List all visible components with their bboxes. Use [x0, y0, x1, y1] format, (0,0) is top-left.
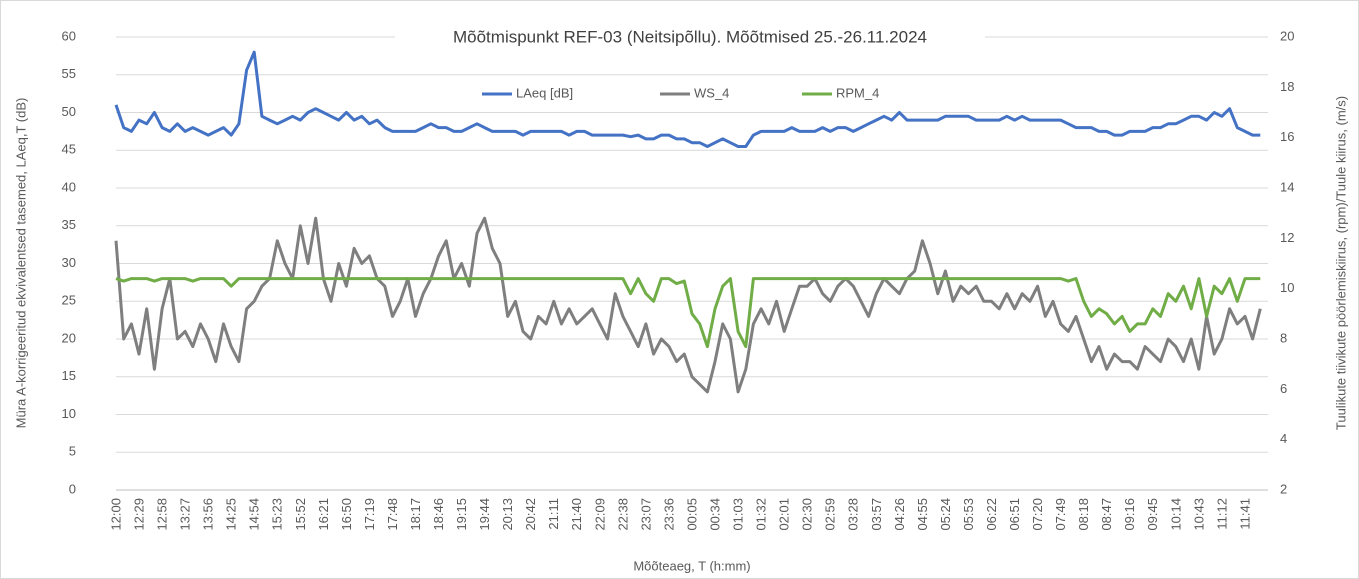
chart-title: Mõõtmispunkt REF-03 (Neitsipõllu). Mõõtm… — [453, 27, 927, 46]
y-tick-label: 5 — [69, 444, 76, 459]
x-tick-label: 17:48 — [385, 498, 400, 531]
y2-tick-label: 2 — [1280, 481, 1287, 496]
series-line — [115, 277, 1261, 349]
x-tick-label: 04:26 — [892, 498, 907, 531]
y2-tick-label: 4 — [1280, 431, 1287, 446]
y-tick-label: 0 — [69, 481, 76, 496]
y-tick-label: 35 — [62, 217, 76, 232]
x-tick-label: 10:14 — [1168, 498, 1183, 531]
x-tick-label: 16:21 — [316, 498, 331, 531]
x-tick-label: 05:24 — [938, 498, 953, 531]
legend-label: RPM_4 — [836, 85, 879, 100]
y-tick-label: 15 — [62, 368, 76, 383]
x-tick-label: 23:07 — [638, 498, 653, 531]
x-tick-label: 03:57 — [869, 498, 884, 531]
y2-tick-label: 18 — [1280, 79, 1294, 94]
x-tick-label: 14:54 — [247, 498, 262, 531]
y2-tick-label: 20 — [1280, 28, 1294, 43]
y2-tick-label: 6 — [1280, 381, 1287, 396]
x-tick-label: 12:00 — [108, 498, 123, 531]
y2-tick-label: 16 — [1280, 129, 1294, 144]
legend-label: LAeq [dB] — [516, 85, 573, 100]
x-tick-label: 06:51 — [1007, 498, 1022, 531]
x-tick-label: 14:25 — [224, 498, 239, 531]
y-tick-label: 45 — [62, 142, 76, 157]
x-tick-label: 21:40 — [569, 498, 584, 531]
x-tick-label: 22:38 — [615, 498, 630, 531]
y-tick-label: 10 — [62, 406, 76, 421]
x-tick-label: 18:17 — [408, 498, 423, 531]
y2-axis-title: Tuulikute tiivikute pöörlemiskiirus, (rp… — [1333, 96, 1348, 430]
x-tick-label: 19:44 — [477, 498, 492, 531]
x-tick-label: 02:01 — [777, 498, 792, 531]
x-tick-label: 09:45 — [1145, 498, 1160, 531]
y-tick-label: 40 — [62, 179, 76, 194]
x-tick-label: 11:41 — [1237, 498, 1252, 530]
x-tick-label: 03:28 — [846, 498, 861, 531]
y-tick-label: 25 — [62, 293, 76, 308]
x-tick-label: 13:56 — [201, 498, 216, 531]
x-tick-label: 00:05 — [684, 498, 699, 531]
x-tick-label: 04:55 — [915, 498, 930, 531]
x-tick-label: 08:18 — [1076, 498, 1091, 531]
legend-label: WS_4 — [694, 85, 729, 100]
y-axis-title: Müra A-korrigeeritud ekvivalentsed tasem… — [13, 98, 28, 429]
x-tick-label: 01:32 — [754, 498, 769, 531]
x-tick-label: 20:13 — [500, 498, 515, 531]
x-axis-title: Mõõteaeg, T (h:mm) — [633, 558, 750, 573]
x-tick-label: 07:20 — [1030, 498, 1045, 531]
series-line — [114, 50, 1261, 148]
x-tick-label: 13:27 — [178, 498, 193, 531]
y-tick-label: 60 — [62, 28, 76, 43]
y-tick-label: 20 — [62, 330, 76, 345]
x-tick-label: 17:19 — [362, 498, 377, 531]
y2-tick-label: 10 — [1280, 280, 1294, 295]
x-tick-label: 02:59 — [823, 498, 838, 531]
x-tick-label: 23:36 — [661, 498, 676, 531]
x-tick-label: 19:15 — [454, 498, 469, 531]
x-tick-label: 22:09 — [592, 498, 607, 531]
y-tick-label: 50 — [62, 104, 76, 119]
x-tick-label: 20:42 — [523, 498, 538, 531]
series-line — [114, 216, 1262, 394]
x-tick-label: 11:12 — [1214, 498, 1229, 530]
y-tick-label: 55 — [62, 66, 76, 81]
x-tick-label: 06:22 — [984, 498, 999, 531]
y2-tick-label: 12 — [1280, 230, 1294, 245]
y2-tick-label: 8 — [1280, 330, 1287, 345]
x-tick-label: 08:47 — [1099, 498, 1114, 531]
x-tick-label: 10:43 — [1191, 498, 1206, 531]
x-tick-label: 01:03 — [731, 498, 746, 531]
x-tick-label: 15:23 — [270, 498, 285, 531]
x-tick-label: 00:34 — [707, 498, 722, 531]
y2-tick-label: 14 — [1280, 179, 1294, 194]
x-tick-label: 16:50 — [339, 498, 354, 531]
x-tick-label: 12:29 — [131, 498, 146, 531]
title-bg — [395, 24, 985, 52]
x-tick-label: 21:11 — [546, 498, 561, 530]
x-tick-label: 12:58 — [155, 498, 170, 531]
x-tick-label: 02:30 — [800, 498, 815, 531]
x-tick-label: 07:49 — [1053, 498, 1068, 531]
x-tick-label: 05:53 — [961, 498, 976, 531]
y-tick-label: 30 — [62, 255, 76, 270]
x-tick-label: 09:16 — [1122, 498, 1137, 531]
x-tick-label: 15:52 — [293, 498, 308, 531]
x-tick-label: 18:46 — [431, 498, 446, 531]
